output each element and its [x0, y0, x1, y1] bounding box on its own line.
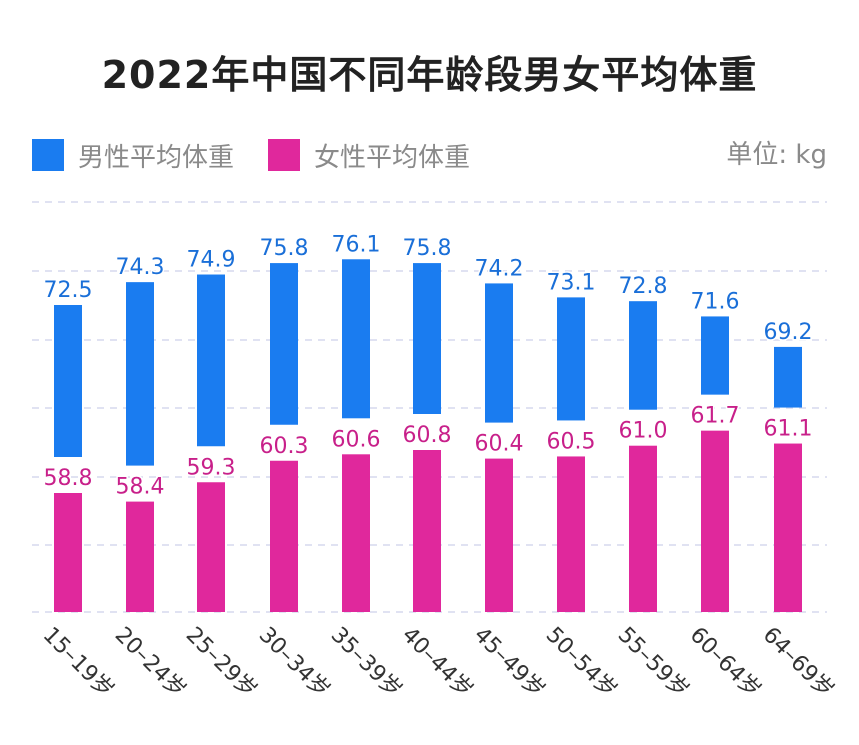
male-value-label-1: 74.3 [116, 255, 165, 280]
legend-swatch-male [32, 139, 64, 171]
male-value-label-4: 76.1 [332, 232, 381, 257]
female-bar-4 [342, 454, 370, 612]
female-value-label-2: 59.3 [187, 455, 236, 480]
male-bar-2 [197, 274, 225, 447]
unit-label: 单位: kg [726, 140, 827, 170]
x-tick-label-5: 40–44岁 [397, 623, 478, 704]
female-value-label-0: 58.8 [44, 466, 93, 491]
male-bar-3 [270, 263, 298, 425]
female-value-label-10: 61.1 [764, 417, 813, 442]
x-tick-label-6: 45–49岁 [469, 623, 550, 704]
female-bar-9 [701, 430, 729, 612]
female-value-label-9: 61.7 [691, 404, 740, 429]
female-value-label-8: 61.0 [619, 419, 668, 444]
chart-title: 2022年中国不同年龄段男女平均体重 [101, 53, 758, 97]
male-value-label-6: 74.2 [475, 256, 524, 281]
x-tick-label-9: 60–64岁 [685, 623, 766, 704]
x-tick-label-4: 35–39岁 [326, 623, 407, 704]
female-bar-6 [485, 458, 513, 612]
male-value-label-7: 73.1 [547, 270, 596, 295]
male-value-label-10: 69.2 [764, 320, 813, 345]
female-value-label-6: 60.4 [475, 432, 524, 457]
x-tick-label-10: 64–69岁 [758, 623, 839, 704]
female-bar-2 [197, 482, 225, 612]
male-value-label-2: 74.9 [187, 248, 236, 273]
x-tick-label-8: 55–59岁 [613, 623, 694, 704]
female-bar-10 [774, 443, 802, 612]
male-bar-0 [54, 305, 82, 457]
male-bar-5 [413, 263, 441, 414]
female-bar-8 [629, 445, 657, 612]
male-bar-10 [774, 346, 802, 408]
male-bar-9 [701, 316, 729, 395]
legend-label-male: 男性平均体重 [78, 142, 235, 173]
x-tick-label-0: 15–19岁 [38, 623, 119, 704]
male-value-label-0: 72.5 [44, 278, 93, 303]
male-bar-6 [485, 283, 513, 423]
male-value-label-9: 71.6 [691, 289, 740, 314]
male-value-label-5: 75.8 [403, 236, 452, 261]
x-tick-label-2: 25–29岁 [181, 623, 262, 704]
female-value-label-3: 60.3 [260, 434, 309, 459]
male-bar-4 [342, 259, 370, 419]
female-value-label-5: 60.8 [403, 423, 452, 448]
male-bar-1 [126, 282, 154, 466]
male-value-label-8: 72.8 [619, 274, 668, 299]
legend-item-male: 男性平均体重 [32, 137, 234, 174]
female-value-label-1: 58.4 [116, 475, 165, 500]
female-bar-7 [557, 456, 585, 612]
x-tick-label-1: 20–24岁 [110, 623, 191, 704]
legend-item-female: 女性平均体重 [268, 137, 470, 174]
female-value-label-7: 60.5 [547, 429, 596, 454]
male-bar-8 [629, 301, 657, 410]
female-bar-0 [54, 493, 82, 612]
legend: 男性平均体重 女性平均体重 [32, 137, 504, 174]
female-bar-3 [270, 460, 298, 612]
male-bar-7 [557, 297, 585, 421]
x-tick-label-7: 50–54岁 [541, 623, 622, 704]
x-tick-label-3: 30–34岁 [254, 623, 335, 704]
legend-label-female: 女性平均体重 [314, 142, 471, 173]
female-bar-5 [413, 450, 441, 612]
female-value-label-4: 60.6 [332, 427, 381, 452]
female-bar-1 [126, 501, 154, 612]
male-value-label-3: 75.8 [260, 236, 309, 261]
legend-swatch-female [268, 139, 301, 171]
